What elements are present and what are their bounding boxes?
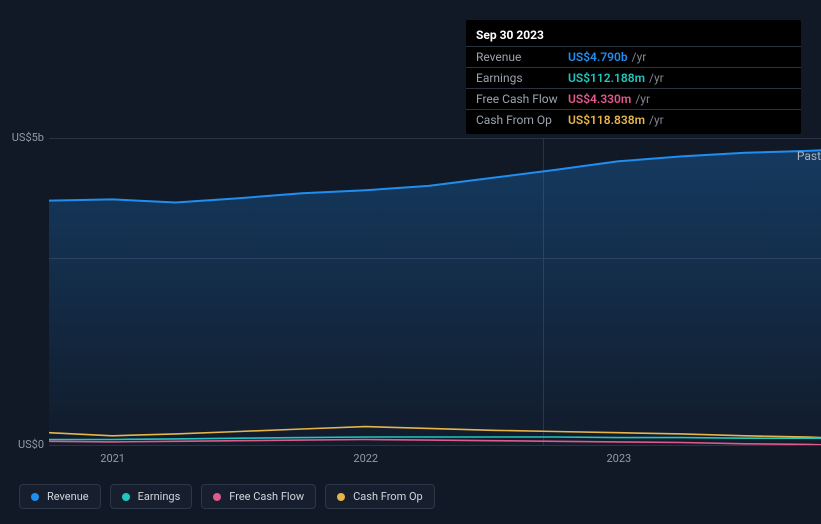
legend-item-revenue[interactable]: Revenue [19, 484, 101, 509]
tooltip-row-value: US$112.188m [568, 71, 645, 85]
tooltip-row-label: Earnings [476, 71, 568, 85]
tooltip-date: Sep 30 2023 [466, 24, 801, 46]
legend-item-label: Revenue [47, 490, 89, 503]
x-axis-tick-label: 2023 [607, 452, 632, 465]
tooltip-row: Free Cash FlowUS$4.330m/yr [466, 88, 801, 109]
y-axis-tick-label: US$0 [4, 438, 44, 451]
tooltip-row-suffix: /yr [649, 113, 664, 127]
financial-chart: Sep 30 2023 RevenueUS$4.790b/yrEarningsU… [0, 0, 821, 524]
legend-item-label: Earnings [138, 490, 181, 503]
past-label: Past [797, 149, 821, 163]
tooltip-row-value: US$118.838m [568, 113, 645, 127]
legend-item-label: Free Cash Flow [229, 490, 304, 503]
gridline-h [49, 445, 821, 446]
chart-plot-area[interactable] [49, 138, 821, 445]
legend-item-cash-from-op[interactable]: Cash From Op [325, 484, 435, 509]
legend-item-label: Cash From Op [353, 490, 423, 503]
tooltip-row: RevenueUS$4.790b/yr [466, 46, 801, 67]
tooltip-row-label: Cash From Op [476, 113, 568, 127]
x-axis-tick-label: 2021 [100, 452, 125, 465]
chart-legend: Revenue Earnings Free Cash Flow Cash From O… [19, 484, 435, 509]
legend-dot-icon [122, 493, 130, 501]
tooltip-row: Cash From OpUS$118.838m/yr [466, 109, 801, 130]
tooltip-row-suffix: /yr [649, 71, 664, 85]
legend-dot-icon [31, 493, 39, 501]
legend-dot-icon [337, 493, 345, 501]
legend-item-free-cash-flow[interactable]: Free Cash Flow [201, 484, 316, 509]
tooltip-row-value: US$4.330m [568, 92, 631, 106]
chart-tooltip: Sep 30 2023 RevenueUS$4.790b/yrEarningsU… [466, 20, 801, 134]
series-area-revenue [49, 150, 821, 445]
tooltip-row-suffix: /yr [635, 92, 650, 106]
tooltip-row-value: US$4.790b [568, 50, 628, 64]
tooltip-row-label: Revenue [476, 50, 568, 64]
legend-item-earnings[interactable]: Earnings [110, 484, 193, 509]
tooltip-row: EarningsUS$112.188m/yr [466, 67, 801, 88]
x-axis-tick-label: 2022 [353, 452, 378, 465]
legend-dot-icon [213, 493, 221, 501]
tooltip-row-label: Free Cash Flow [476, 92, 568, 106]
y-axis-tick-label: US$5b [4, 131, 44, 144]
tooltip-row-suffix: /yr [632, 50, 647, 64]
